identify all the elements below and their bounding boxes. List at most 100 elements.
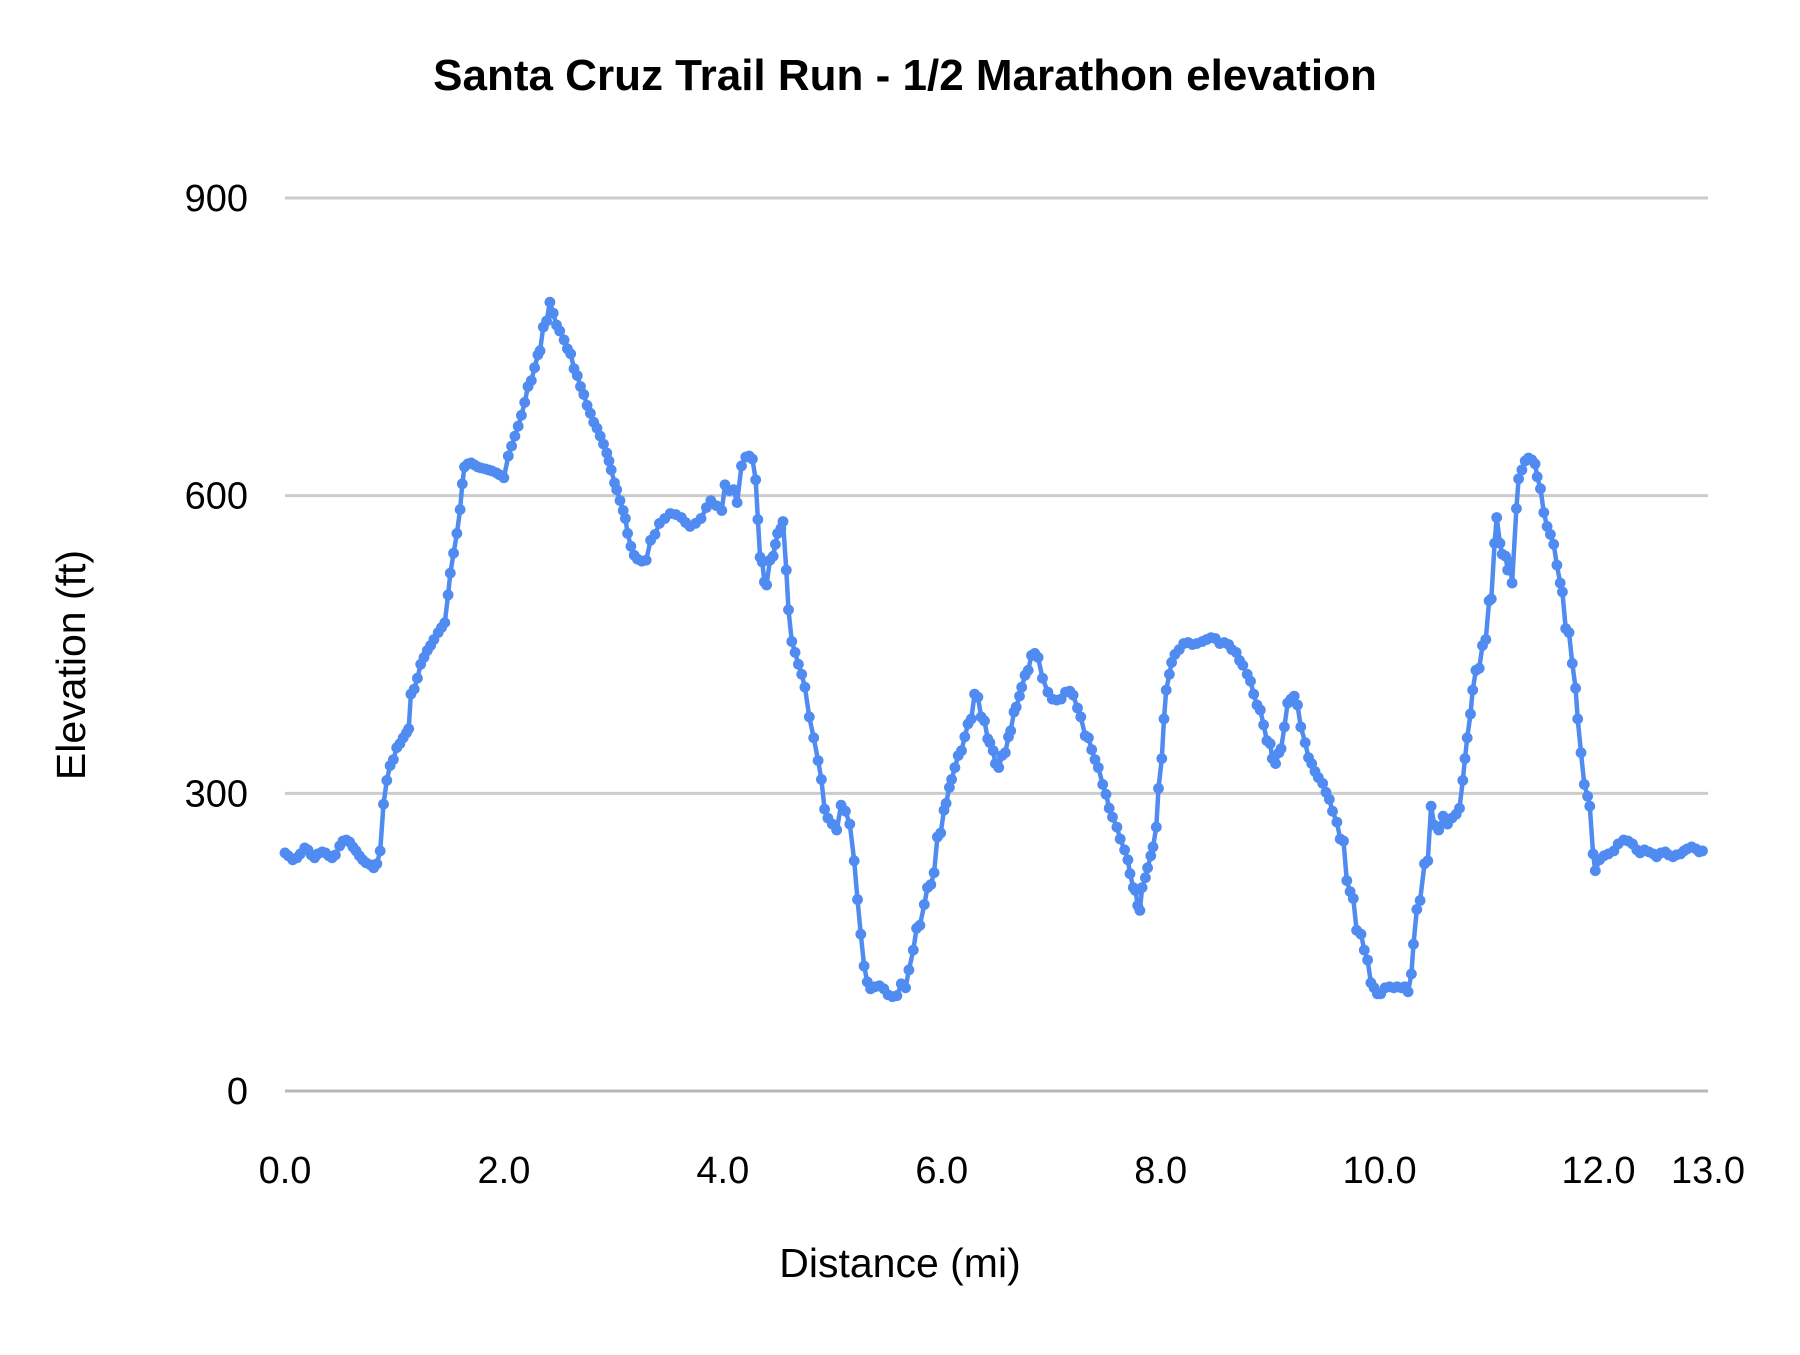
data-point-marker[interactable] — [448, 547, 459, 559]
data-point-marker[interactable] — [622, 528, 633, 539]
data-point-marker[interactable] — [541, 315, 552, 327]
data-point-marker[interactable] — [1153, 783, 1164, 794]
data-point-marker[interactable] — [1140, 872, 1151, 884]
data-point-marker[interactable] — [1531, 471, 1543, 483]
data-point-marker[interactable] — [1145, 850, 1157, 862]
data-point-marker[interactable] — [1237, 659, 1249, 671]
data-point-marker[interactable] — [1411, 904, 1423, 915]
data-point-marker[interactable] — [1697, 845, 1708, 857]
data-point-marker[interactable] — [1535, 483, 1546, 495]
data-point-marker[interactable] — [1545, 529, 1556, 540]
data-point-marker[interactable] — [736, 460, 747, 472]
data-point-marker[interactable] — [1408, 938, 1419, 950]
data-point-marker[interactable] — [506, 440, 517, 452]
data-point-marker[interactable] — [935, 827, 947, 839]
elevation-series[interactable] — [279, 296, 1708, 1003]
data-point-marker[interactable] — [777, 516, 789, 527]
data-point-marker[interactable] — [558, 334, 570, 346]
data-point-marker[interactable] — [848, 855, 860, 867]
data-point-marker[interactable] — [1072, 702, 1083, 714]
data-point-marker[interactable] — [1022, 664, 1034, 676]
data-point-marker[interactable] — [1164, 668, 1175, 680]
data-point-marker[interactable] — [403, 723, 415, 735]
data-point-marker[interactable] — [949, 762, 961, 773]
data-point-marker[interactable] — [972, 691, 984, 703]
data-point-marker[interactable] — [456, 478, 468, 490]
data-point-marker[interactable] — [1538, 507, 1550, 518]
data-point-marker[interactable] — [812, 755, 824, 766]
data-point-marker[interactable] — [1254, 704, 1266, 716]
data-point-marker[interactable] — [502, 450, 514, 462]
data-point-marker[interactable] — [750, 474, 762, 486]
data-point-marker[interactable] — [1355, 928, 1367, 940]
data-point-marker[interactable] — [1459, 753, 1471, 764]
data-point-marker[interactable] — [1092, 762, 1104, 773]
data-point-marker[interactable] — [554, 325, 566, 337]
data-point-marker[interactable] — [799, 681, 811, 693]
data-point-marker[interactable] — [1425, 800, 1437, 812]
data-point-marker[interactable] — [747, 453, 758, 465]
data-point-marker[interactable] — [925, 879, 937, 890]
data-point-marker[interactable] — [803, 711, 815, 723]
data-point-marker[interactable] — [789, 647, 801, 658]
data-point-marker[interactable] — [907, 944, 919, 956]
data-point-marker[interactable] — [1119, 844, 1130, 856]
data-point-marker[interactable] — [728, 484, 740, 496]
data-point-marker[interactable] — [378, 798, 389, 810]
data-point-marker[interactable] — [1075, 711, 1087, 723]
data-point-marker[interactable] — [1264, 738, 1276, 750]
data-point-marker[interactable] — [716, 505, 728, 516]
data-point-marker[interactable] — [1160, 684, 1172, 696]
data-point-marker[interactable] — [1014, 690, 1025, 702]
data-point-marker[interactable] — [611, 484, 623, 496]
data-point-marker[interactable] — [512, 420, 524, 432]
data-point-marker[interactable] — [796, 668, 808, 680]
data-point-marker[interactable] — [498, 472, 510, 484]
data-point-marker[interactable] — [525, 375, 537, 386]
data-point-marker[interactable] — [979, 715, 990, 727]
data-point-marker[interactable] — [454, 504, 466, 515]
data-point-marker[interactable] — [1473, 662, 1485, 674]
data-point-marker[interactable] — [1358, 944, 1370, 956]
data-point-marker[interactable] — [987, 745, 999, 757]
data-point-marker[interactable] — [831, 824, 843, 836]
data-point-marker[interactable] — [544, 296, 556, 308]
data-point-marker[interactable] — [956, 745, 967, 757]
data-point-marker[interactable] — [761, 579, 772, 591]
data-point-marker[interactable] — [620, 513, 631, 524]
data-point-marker[interactable] — [852, 894, 863, 905]
data-point-marker[interactable] — [519, 397, 531, 408]
data-point-marker[interactable] — [529, 362, 540, 374]
data-point-marker[interactable] — [1422, 855, 1434, 867]
data-point-marker[interactable] — [1299, 737, 1311, 749]
data-point-marker[interactable] — [1067, 689, 1079, 701]
data-point-marker[interactable] — [858, 960, 870, 972]
data-point-marker[interactable] — [1491, 512, 1503, 523]
data-point-marker[interactable] — [1275, 743, 1287, 755]
data-point-marker[interactable] — [808, 732, 820, 744]
data-point-marker[interactable] — [1485, 593, 1497, 605]
data-point-marker[interactable] — [999, 747, 1011, 759]
data-point-marker[interactable] — [1454, 802, 1465, 814]
data-point-marker[interactable] — [1111, 821, 1123, 833]
data-point-marker[interactable] — [1136, 882, 1148, 893]
data-point-marker[interactable] — [786, 636, 798, 647]
data-point-marker[interactable] — [1563, 627, 1575, 638]
data-point-marker[interactable] — [381, 775, 393, 786]
data-point-marker[interactable] — [1016, 681, 1028, 693]
data-point-marker[interactable] — [928, 867, 940, 879]
data-point-marker[interactable] — [1086, 744, 1098, 756]
series-line[interactable] — [282, 299, 1705, 999]
data-point-marker[interactable] — [1323, 793, 1335, 805]
data-point-marker[interactable] — [903, 964, 915, 976]
data-point-marker[interactable] — [1270, 758, 1281, 769]
data-point-marker[interactable] — [1570, 682, 1581, 694]
data-point-marker[interactable] — [1327, 805, 1338, 817]
data-point-marker[interactable] — [1467, 684, 1479, 696]
data-point-marker[interactable] — [1097, 779, 1109, 790]
data-point-marker[interactable] — [439, 617, 451, 629]
data-point-marker[interactable] — [565, 348, 577, 360]
data-point-marker[interactable] — [1362, 954, 1373, 966]
data-point-marker[interactable] — [571, 370, 583, 381]
